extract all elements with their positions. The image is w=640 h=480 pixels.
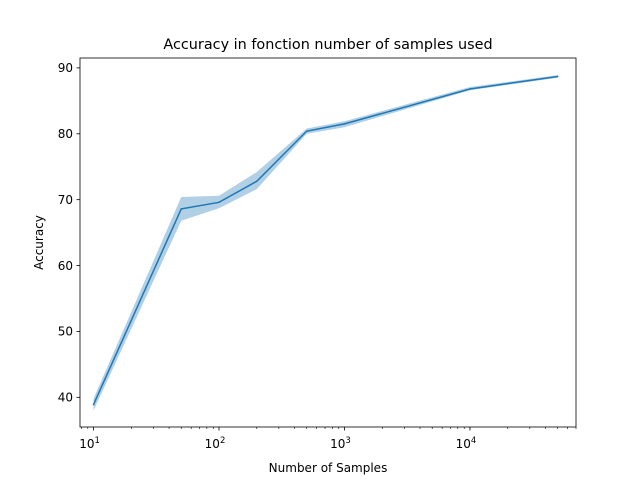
data-point: [255, 180, 258, 183]
data-point: [218, 201, 220, 204]
y-axis-label: Accuracy: [32, 215, 46, 270]
y-tick-label: 70: [58, 193, 73, 207]
y-tick-label: 80: [58, 127, 73, 141]
y-tick-label: 90: [58, 61, 73, 75]
data-point: [556, 75, 559, 78]
y-tick-label: 50: [58, 325, 73, 339]
x-tick-label: 101: [79, 436, 100, 451]
series-line: [92, 75, 558, 405]
chart-title: Accuracy in fonction number of samples u…: [163, 37, 492, 53]
data-point: [343, 123, 346, 125]
axes-frame: [79, 57, 577, 428]
y-tick-label: 60: [58, 259, 73, 273]
data-point: [469, 88, 471, 90]
x-tick-label: 102: [205, 436, 226, 451]
data-point: [92, 403, 95, 406]
x-tick-label: 104: [456, 436, 477, 451]
y-tick-label: 40: [58, 391, 73, 405]
data-point: [180, 208, 183, 210]
x-axis-label: Number of Samples: [269, 461, 388, 475]
data-point: [305, 130, 308, 132]
x-tick-label: 103: [330, 436, 351, 451]
